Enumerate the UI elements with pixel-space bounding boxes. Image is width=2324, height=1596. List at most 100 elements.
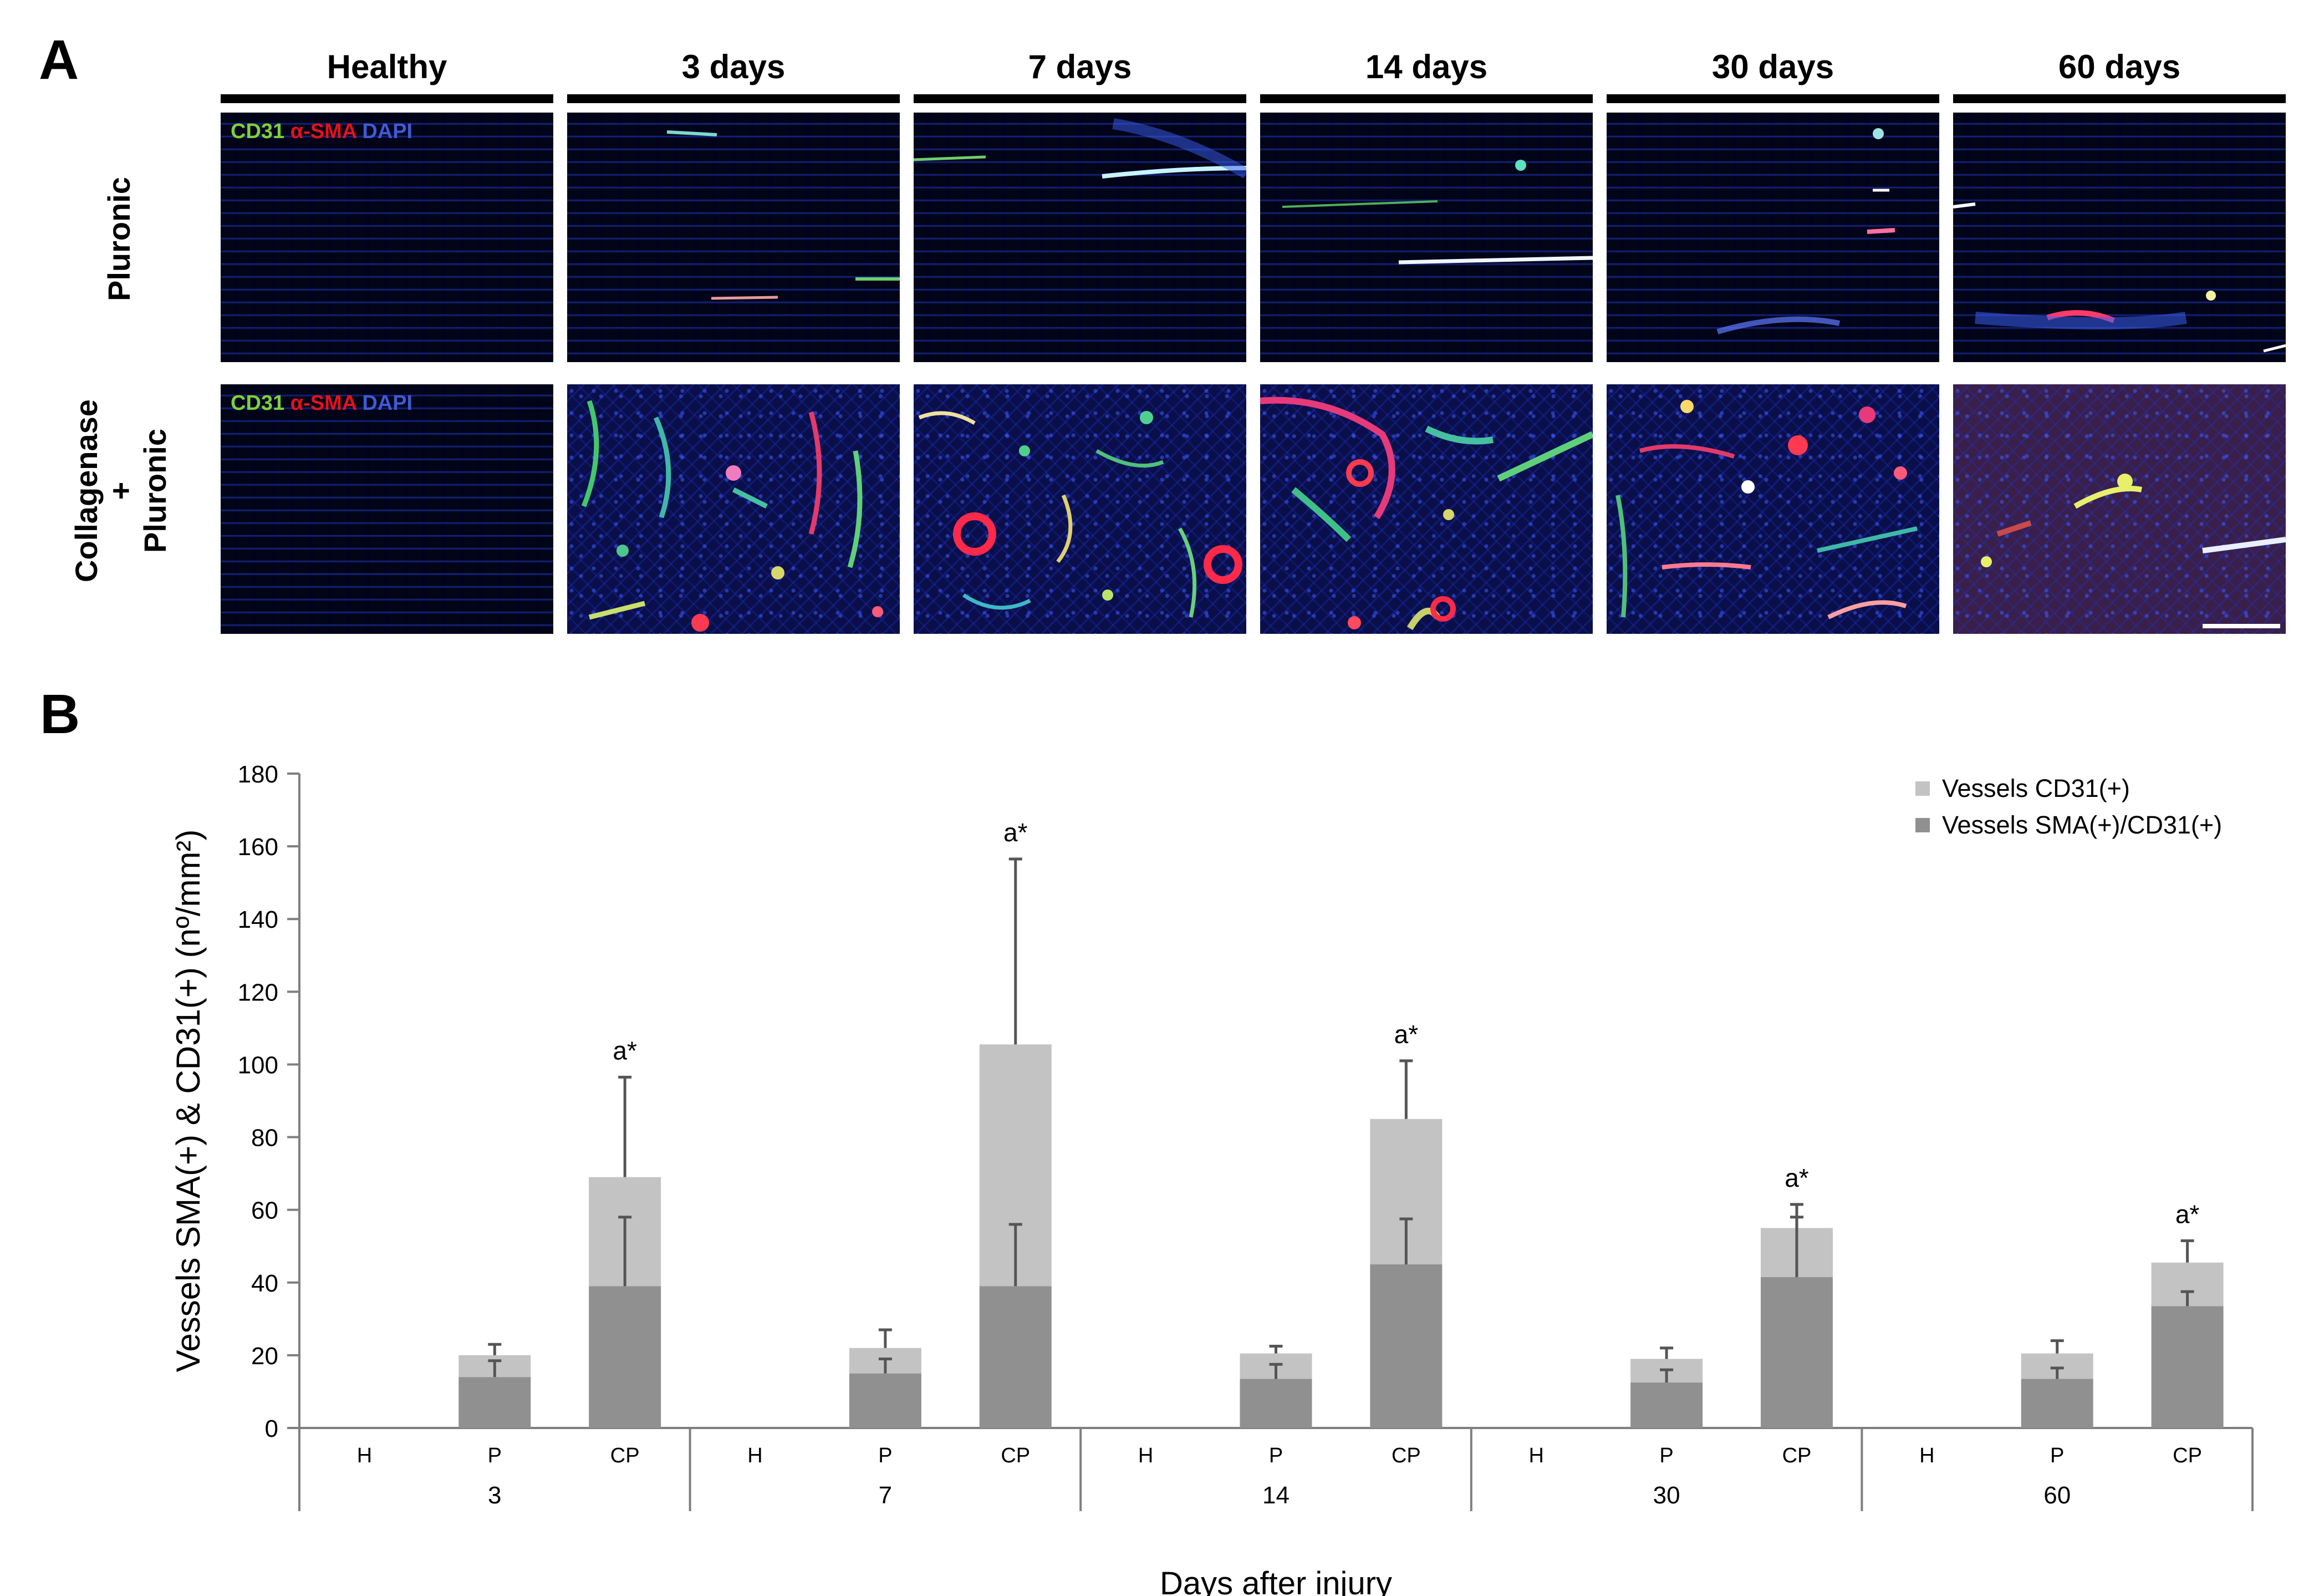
legend-label-cd31: Vessels CD31(+): [1942, 774, 2130, 802]
bar-sma-cd31: [1240, 1379, 1312, 1428]
vessel-overlay: [666, 130, 900, 300]
stain-label-sma: α-SMA: [290, 392, 356, 415]
vessel-overlay: [1615, 400, 1918, 619]
significance-annotation: a*: [2175, 1199, 2200, 1228]
significance-annotation: a*: [1394, 1020, 1419, 1049]
y-tick-label: 20: [251, 1343, 278, 1370]
vessel-overlay: [914, 118, 1246, 179]
significance-annotation: a*: [613, 1036, 637, 1065]
legend-swatch-sma-cd31: [1915, 818, 1930, 833]
micrograph-pluronic-14-days: [1260, 113, 1593, 362]
x-subcategory-label: P: [1269, 1444, 1283, 1467]
stain-label-cd31: CD31: [231, 392, 285, 415]
y-tick-label: 40: [251, 1270, 278, 1297]
x-subcategory-label: CP: [1001, 1444, 1030, 1467]
bar-sma-cd31: [589, 1286, 661, 1428]
x-subcategory-label: CP: [610, 1444, 640, 1467]
column-divider-bar: [567, 94, 900, 103]
x-subcategory-label: P: [2050, 1444, 2064, 1467]
x-axis-title: Days after injury: [1160, 1565, 1392, 1596]
column-header-14-days: 14 days: [1365, 48, 1488, 85]
vessel-overlay: [1282, 160, 1593, 265]
x-subcategory-label: H: [357, 1444, 372, 1467]
micrograph-collagenase-60-days: [1953, 384, 2286, 634]
stain-label-sma: α-SMA: [290, 120, 356, 143]
x-group-label: 14: [1262, 1482, 1290, 1509]
micrograph-collagenase-30-days: [1607, 384, 1939, 634]
panel-a-label: A: [39, 29, 79, 91]
significance-annotation: a*: [1785, 1163, 1809, 1192]
x-subcategory-label: P: [878, 1444, 892, 1467]
column-divider-bar: [1260, 94, 1593, 103]
micrograph-pluronic-30-days: [1607, 113, 1939, 362]
column-header-60-days: 60 days: [2058, 48, 2181, 85]
micrograph-collagenase-healthy: CD31 α-SMA DAPI: [221, 384, 553, 634]
micrograph-pluronic-7-days: [914, 113, 1246, 362]
stain-label-dapi: DAPI: [362, 120, 413, 143]
column-header-3-days: 3 days: [681, 48, 786, 85]
bar-sma-cd31: [979, 1286, 1052, 1428]
x-subcategory-label: H: [1919, 1444, 1934, 1467]
row-label-collagenase-pluronic: Collagenase + Pluronic: [69, 399, 172, 582]
micrograph-pluronic-60-days: [1953, 113, 2286, 362]
y-tick-label: 160: [238, 833, 278, 861]
x-subcategory-label: CP: [2173, 1444, 2202, 1467]
x-group-label: 60: [2043, 1482, 2071, 1509]
y-tick-label: 60: [251, 1197, 278, 1224]
micrograph-collagenase-3-days: [567, 384, 900, 634]
legend-label-sma-cd31: Vessels SMA(+)/CD31(+): [1942, 811, 2223, 839]
column-divider-bar: [914, 94, 1246, 103]
vessel-overlay: [581, 400, 883, 632]
stain-legend: CD31 α-SMA DAPI: [231, 391, 412, 415]
legend-item-cd31: Vessels CD31(+): [1915, 774, 2130, 803]
x-group-label: 3: [488, 1482, 501, 1509]
micrograph-pluronic-healthy: CD31 α-SMA DAPI: [221, 113, 553, 362]
row-label-pluronic: Pluronic: [101, 176, 136, 302]
vessel-overlay: [1716, 128, 1895, 334]
bar-sma-cd31: [2021, 1379, 2093, 1428]
column-divider-bar: [1607, 94, 1939, 103]
column-header-7-days: 7 days: [1028, 48, 1132, 85]
x-subcategory-label: P: [1659, 1444, 1673, 1467]
x-group-label: 7: [879, 1482, 892, 1509]
y-tick-label: 0: [265, 1415, 278, 1442]
significance-annotation: a*: [1003, 818, 1028, 847]
bar-sma-cd31: [458, 1377, 531, 1428]
stain-label-cd31: CD31: [231, 120, 285, 143]
y-tick-label: 120: [238, 979, 278, 1006]
column-divider-bar: [221, 94, 553, 103]
x-subcategory-label: CP: [1392, 1444, 1421, 1467]
x-subcategory-label: H: [1138, 1444, 1153, 1467]
y-tick-label: 180: [238, 761, 278, 788]
column-header-healthy: Healthy: [327, 48, 447, 85]
column-header-30-days: 30 days: [1711, 48, 1834, 85]
vessel-overlay: [1260, 397, 1593, 631]
y-axis-title: Vessels SMA(+) & CD31(+) (nº/mm²): [170, 830, 207, 1373]
stacked-bar-chart: 0 20 40 60 80 100 120 140 160 180 H P CP a* 3 H P CP a* 7 H P…: [0, 693, 2324, 1596]
scale-bar: [2203, 624, 2280, 628]
stain-legend: CD31 α-SMA DAPI: [231, 119, 412, 144]
micrograph-pluronic-3-days: [567, 113, 900, 362]
column-divider-bar: [1953, 94, 2286, 103]
y-tick-label: 140: [238, 906, 278, 933]
micrograph-collagenase-14-days: [1260, 384, 1593, 634]
panel-b-label: B: [40, 683, 80, 745]
x-subcategory-label: P: [488, 1444, 502, 1467]
stain-label-dapi: DAPI: [362, 392, 413, 415]
legend-swatch-cd31: [1915, 781, 1930, 796]
y-tick-label: 80: [251, 1125, 278, 1152]
bar-sma-cd31: [1760, 1277, 1833, 1428]
bar-sma-cd31: [1630, 1382, 1703, 1428]
chart-svg: 0 20 40 60 80 100 120 140 160 180 H P CP a* 3 H P CP a* 7 H P…: [170, 761, 2254, 1596]
vessel-overlay: [1953, 202, 2286, 353]
bar-sma-cd31: [2151, 1306, 2224, 1428]
x-group-label: 30: [1653, 1482, 1680, 1509]
micrograph-collagenase-7-days: [914, 384, 1246, 634]
vessel-overlay: [1981, 474, 2286, 628]
bar-sma-cd31: [1370, 1264, 1443, 1428]
x-subcategory-label: H: [1529, 1444, 1544, 1467]
legend-item-sma-cd31: Vessels SMA(+)/CD31(+): [1915, 811, 2222, 840]
y-tick-label: 100: [238, 1051, 278, 1079]
vessel-overlay: [918, 411, 1242, 618]
bar-sma-cd31: [849, 1373, 921, 1428]
